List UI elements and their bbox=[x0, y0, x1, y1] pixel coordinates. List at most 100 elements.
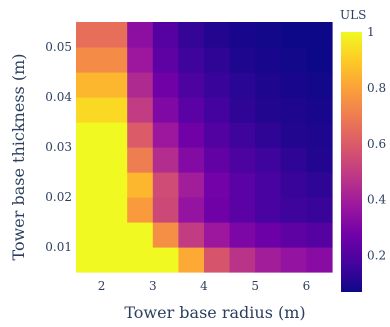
heatmap-cell bbox=[255, 172, 281, 198]
heatmap-cell bbox=[178, 222, 204, 248]
heatmap-cell bbox=[76, 72, 102, 98]
x-tick-label: 4 bbox=[200, 279, 208, 293]
heatmap-cell bbox=[153, 197, 179, 223]
heatmap-cell bbox=[178, 172, 204, 198]
y-tick-label: 0.04 bbox=[45, 90, 72, 104]
colorbar-tick-label: 0.4 bbox=[367, 193, 386, 207]
heatmap-cell bbox=[230, 197, 256, 223]
heatmap-cell bbox=[204, 147, 230, 173]
heatmap-cell bbox=[281, 22, 307, 48]
heatmap-cell bbox=[255, 197, 281, 223]
x-tick-label: 6 bbox=[303, 279, 311, 293]
heatmap-cell bbox=[102, 47, 128, 73]
heatmap-cell bbox=[204, 47, 230, 73]
heatmap-cell bbox=[204, 222, 230, 248]
heatmap-cell bbox=[127, 172, 153, 198]
heatmap-cell bbox=[76, 97, 102, 123]
heatmap-cells bbox=[76, 22, 333, 273]
heatmap-cell bbox=[153, 72, 179, 98]
heatmap-cell bbox=[255, 247, 281, 273]
heatmap-cell bbox=[102, 72, 128, 98]
heatmap-cell bbox=[281, 47, 307, 73]
heatmap-cell bbox=[76, 122, 102, 148]
heatmap-cell bbox=[127, 247, 153, 273]
heatmap-cell bbox=[230, 47, 256, 73]
heatmap-cell bbox=[102, 147, 128, 173]
heatmap-cell bbox=[281, 122, 307, 148]
heatmap-cell bbox=[178, 247, 204, 273]
heatmap-cell bbox=[127, 147, 153, 173]
heatmap-cell bbox=[76, 147, 102, 173]
heatmap-cell bbox=[255, 222, 281, 248]
heatmap-cell bbox=[204, 22, 230, 48]
heatmap-cell bbox=[153, 247, 179, 273]
heatmap-cell bbox=[76, 47, 102, 73]
heatmap-cell bbox=[127, 97, 153, 123]
heatmap-cell bbox=[127, 72, 153, 98]
heatmap-cell bbox=[178, 97, 204, 123]
heatmap-cell bbox=[204, 122, 230, 148]
x-tick-label: 2 bbox=[98, 279, 106, 293]
y-axis-ticks: 0.01 0.02 0.03 0.04 0.05 bbox=[45, 40, 72, 254]
heatmap-cell bbox=[230, 97, 256, 123]
heatmap-cell bbox=[281, 147, 307, 173]
colorbar-tick-label: 1 bbox=[367, 25, 375, 39]
heatmap-cell bbox=[255, 22, 281, 48]
heatmap-cell bbox=[76, 222, 102, 248]
heatmap-cell bbox=[306, 197, 332, 223]
heatmap-cell bbox=[76, 197, 102, 223]
colorbar-title: ULS bbox=[340, 8, 366, 22]
heatmap-cell bbox=[76, 22, 102, 48]
colorbar-tick-label: 0.8 bbox=[367, 81, 386, 95]
heatmap-cell bbox=[178, 147, 204, 173]
heatmap-cell bbox=[204, 197, 230, 223]
heatmap-cell bbox=[306, 47, 332, 73]
heatmap-cell bbox=[281, 197, 307, 223]
heatmap-cell bbox=[230, 147, 256, 173]
heatmap-cell bbox=[306, 72, 332, 98]
heatmap-cell bbox=[255, 97, 281, 123]
heatmap-cell bbox=[281, 222, 307, 248]
heatmap-cell bbox=[306, 172, 332, 198]
heatmap-cell bbox=[306, 247, 332, 273]
heatmap-cell bbox=[127, 222, 153, 248]
heatmap-cell bbox=[127, 197, 153, 223]
heatmap-cell bbox=[153, 122, 179, 148]
heatmap-cell bbox=[153, 97, 179, 123]
heatmap-cell bbox=[204, 97, 230, 123]
heatmap-cell bbox=[230, 222, 256, 248]
heatmap-cell bbox=[230, 172, 256, 198]
heatmap-cell bbox=[102, 247, 128, 273]
x-tick-label: 5 bbox=[251, 279, 259, 293]
heatmap-cell bbox=[102, 197, 128, 223]
heatmap-cell bbox=[127, 122, 153, 148]
heatmap-cell bbox=[281, 172, 307, 198]
heatmap-cell bbox=[281, 72, 307, 98]
heatmap-cell bbox=[230, 22, 256, 48]
heatmap-cell bbox=[153, 222, 179, 248]
y-tick-label: 0.01 bbox=[45, 240, 72, 254]
heatmap-cell bbox=[153, 47, 179, 73]
heatmap-cell bbox=[306, 22, 332, 48]
heatmap-cell bbox=[230, 247, 256, 273]
y-tick-label: 0.03 bbox=[45, 140, 72, 154]
heatmap-cell bbox=[102, 222, 128, 248]
heatmap-cell bbox=[306, 147, 332, 173]
heatmap-cell bbox=[76, 172, 102, 198]
heatmap-cell bbox=[255, 147, 281, 173]
heatmap-cell bbox=[153, 172, 179, 198]
heatmap-cell bbox=[255, 122, 281, 148]
colorbar-tick-label: 0.6 bbox=[367, 137, 386, 151]
heatmap-cell bbox=[281, 97, 307, 123]
heatmap-cell bbox=[178, 22, 204, 48]
heatmap-cell bbox=[76, 247, 102, 273]
heatmap-cell bbox=[204, 72, 230, 98]
heatmap-cell bbox=[230, 72, 256, 98]
heatmap-cell bbox=[306, 222, 332, 248]
heatmap-cell bbox=[230, 122, 256, 148]
heatmap-cell bbox=[102, 122, 128, 148]
heatmap-cell bbox=[204, 172, 230, 198]
heatmap-cell bbox=[153, 147, 179, 173]
heatmap-cell bbox=[127, 47, 153, 73]
